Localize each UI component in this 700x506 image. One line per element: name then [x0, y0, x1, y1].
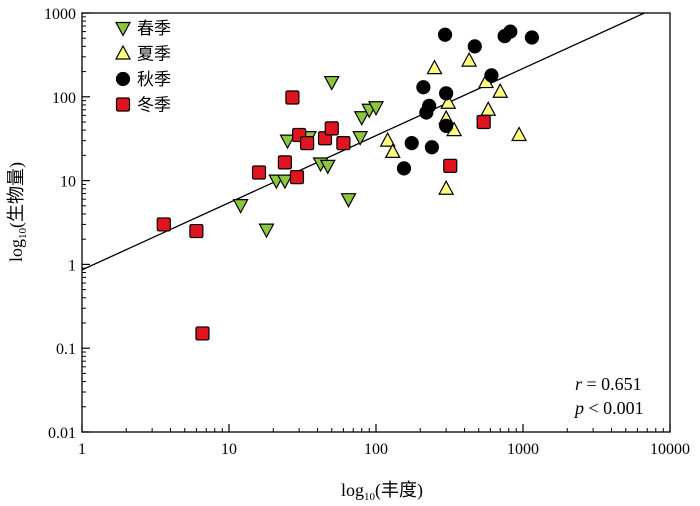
point-winter — [285, 90, 300, 105]
y-tick-label: 0.1 — [56, 341, 76, 358]
point-spring — [279, 134, 296, 150]
y-axis-title-text: (生物量) — [6, 162, 27, 228]
point-spring — [232, 199, 249, 214]
x-tick-label: 10 — [221, 441, 237, 458]
point-winter — [195, 326, 210, 341]
point-autumn — [524, 30, 540, 45]
y-axis-title-subscript: 10 — [17, 227, 29, 239]
legend-label-spring: 春季 — [137, 19, 171, 39]
point-winter — [156, 217, 171, 232]
series-winter — [156, 90, 491, 341]
legend-marker-winter — [115, 97, 131, 112]
point-autumn — [416, 80, 431, 95]
point-autumn — [437, 27, 453, 42]
point-summer — [492, 82, 509, 98]
x-tick-label: 100 — [364, 441, 388, 458]
point-summer — [438, 179, 455, 195]
point-winter — [289, 170, 305, 185]
p-value: < 0.001 — [584, 398, 644, 418]
point-winter — [189, 223, 204, 239]
legend-label-winter: 冬季 — [137, 96, 171, 116]
point-spring — [353, 111, 370, 127]
legend-marker-spring — [114, 21, 132, 37]
point-spring — [258, 223, 275, 239]
point-summer — [461, 51, 478, 67]
x-tick-label: 1000 — [507, 441, 539, 458]
y-tick-label: 1 — [68, 257, 76, 274]
point-autumn — [439, 86, 454, 101]
point-winter — [324, 121, 339, 136]
point-autumn — [424, 140, 439, 155]
point-autumn — [484, 68, 499, 83]
x-axis-title-prefix: log — [341, 480, 364, 500]
series-autumn — [396, 24, 540, 176]
x-tick-label: 10000 — [650, 441, 690, 458]
point-winter — [300, 136, 315, 151]
y-tick-label: 10 — [60, 174, 76, 191]
y-axis-title-prefix: log — [6, 239, 26, 262]
legend-label-autumn: 秋季 — [137, 70, 171, 90]
point-summer — [440, 93, 457, 109]
point-autumn — [404, 136, 419, 151]
y-tick-label: 0.01 — [48, 425, 76, 442]
r-annotation: r = 0.651 — [575, 374, 642, 394]
point-autumn — [439, 118, 454, 133]
point-autumn — [503, 24, 518, 39]
x-tick-label: 1 — [78, 441, 86, 458]
point-spring — [276, 174, 293, 190]
r-symbol: r — [575, 374, 583, 394]
point-spring — [340, 193, 357, 208]
axis-ticks: 1 10 100 1000 10000 0.01 0.1 1 10 100 1000 — [44, 6, 690, 458]
y-tick-label: 1000 — [44, 6, 76, 23]
point-winter — [336, 136, 351, 151]
point-summer — [426, 59, 443, 75]
legend-label-summer: 夏季 — [137, 45, 171, 65]
point-summer — [511, 126, 528, 142]
fit-line — [81, 12, 645, 271]
point-winter — [476, 114, 491, 130]
point-autumn — [467, 39, 482, 54]
p-annotation: p < 0.001 — [573, 398, 644, 418]
point-summer — [480, 101, 497, 116]
point-spring — [319, 159, 336, 175]
data-points — [156, 24, 540, 341]
series-spring — [232, 75, 385, 239]
point-winter — [277, 155, 292, 170]
point-spring — [367, 101, 385, 117]
y-tick-label: 100 — [52, 90, 76, 107]
r-value: = 0.651 — [582, 374, 642, 394]
point-spring — [352, 131, 369, 146]
x-axis-title: log10(丰度) — [341, 480, 423, 503]
x-axis-title-subscript: 10 — [364, 491, 376, 503]
p-symbol: p — [573, 398, 584, 418]
y-axis-title: log10(生物量) — [6, 162, 29, 262]
point-spring — [323, 75, 340, 91]
x-axis-title-text: (丰度) — [375, 480, 423, 501]
point-summer — [384, 143, 401, 159]
point-winter — [251, 165, 267, 180]
point-autumn — [422, 98, 437, 113]
fit-line-group — [81, 12, 645, 271]
point-summer — [379, 131, 396, 147]
legend-marker-autumn — [115, 71, 131, 87]
point-winter — [443, 158, 458, 173]
point-autumn — [396, 161, 412, 176]
legend-marker-summer — [114, 44, 132, 60]
